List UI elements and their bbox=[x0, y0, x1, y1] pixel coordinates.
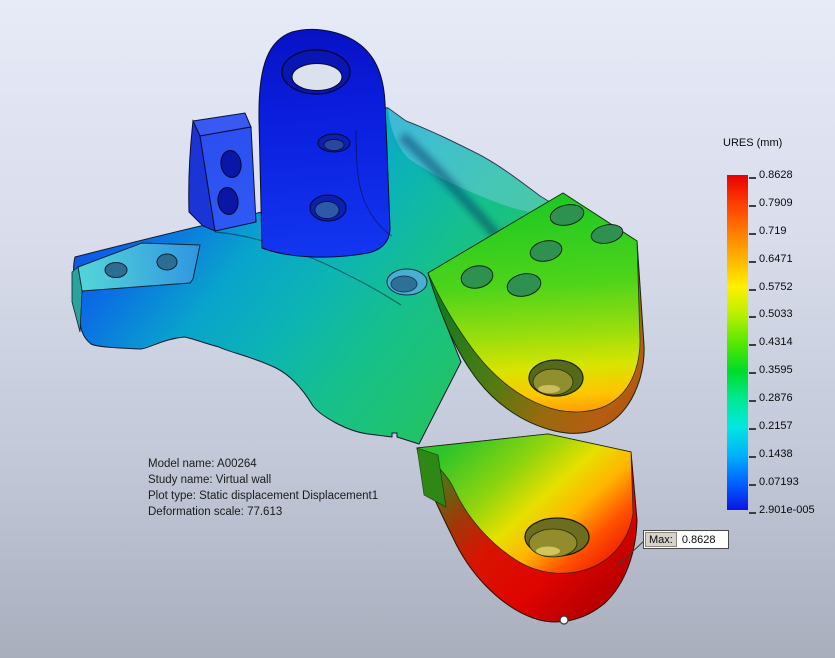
tick-dash-icon bbox=[749, 260, 756, 263]
legend-tick: 0.07193 bbox=[749, 468, 829, 496]
model-info-line: Study name: Virtual wall bbox=[148, 474, 272, 486]
tick-dash-icon bbox=[749, 483, 756, 486]
left-arm-end-face bbox=[71, 266, 83, 333]
legend-tick: 0.719 bbox=[749, 217, 829, 245]
legend-tick: 0.4314 bbox=[749, 328, 829, 356]
legend-tick-label: 0.07193 bbox=[759, 475, 799, 488]
legend-tick: 0.8628 bbox=[749, 161, 829, 189]
plate-hole bbox=[549, 204, 585, 226]
lower-lug-counterbore-highlight bbox=[536, 546, 560, 556]
legend-tick-label: 0.5752 bbox=[759, 280, 793, 293]
model-info-line: Plot type: Static displacement Displacem… bbox=[148, 490, 379, 502]
legend-tick-label: 0.1438 bbox=[759, 448, 793, 461]
fixture-block-front-face bbox=[199, 126, 257, 232]
fixture-block-left-face bbox=[188, 119, 216, 232]
legend-tick: 2.901e-005 bbox=[749, 496, 829, 524]
plate-hole bbox=[506, 273, 542, 297]
fixture-block-slot bbox=[217, 187, 239, 215]
max-callout-label: Max: bbox=[645, 532, 677, 547]
legend-tick-label: 0.6471 bbox=[759, 252, 793, 265]
legend-tick-label: 0.4314 bbox=[759, 336, 793, 349]
model-left-arm[interactable] bbox=[71, 242, 201, 333]
legend-tick-label: 0.5033 bbox=[759, 308, 793, 321]
legend-title: URES (mm) bbox=[723, 137, 783, 149]
left-arm-hole bbox=[104, 262, 128, 278]
body-crease bbox=[214, 231, 402, 306]
legend-tick-label: 0.719 bbox=[759, 224, 787, 237]
legend-tick-label: 0.2876 bbox=[759, 392, 793, 405]
tick-dash-icon bbox=[749, 400, 756, 403]
legend-tick: 0.1438 bbox=[749, 440, 829, 468]
max-point-marker bbox=[559, 615, 569, 625]
model-info: Model name: A00264 Study name: Virtual wa… bbox=[148, 456, 378, 520]
plate-counterbore-highlight bbox=[538, 385, 560, 393]
model-info-line: Model name: A00264 bbox=[148, 458, 257, 470]
model-upper-plate[interactable] bbox=[427, 192, 645, 434]
legend-tick: 0.5033 bbox=[749, 301, 829, 329]
tick-dash-icon bbox=[749, 204, 756, 207]
lug-small-hole bbox=[314, 201, 340, 219]
tick-dash-icon bbox=[749, 456, 756, 459]
model-info-line: Deformation scale: 77.613 bbox=[148, 506, 283, 518]
lug-bore-hole bbox=[291, 63, 343, 91]
legend-tick: 0.6471 bbox=[749, 245, 829, 273]
upper-plate-top-face bbox=[427, 192, 641, 413]
max-callout-value: 0.8628 bbox=[681, 533, 716, 546]
legend-color-bar bbox=[727, 175, 748, 510]
tick-dash-icon bbox=[749, 176, 756, 179]
tick-dash-icon bbox=[749, 316, 756, 319]
body-top-chamfer bbox=[388, 108, 553, 213]
body-counterbore-hole bbox=[390, 275, 418, 293]
tick-dash-icon bbox=[749, 428, 756, 431]
tick-dash-icon bbox=[749, 511, 756, 514]
legend-tick: 0.2157 bbox=[749, 412, 829, 440]
max-leader-line bbox=[617, 539, 646, 566]
legend-tick: 0.3595 bbox=[749, 356, 829, 384]
tick-dash-icon bbox=[749, 232, 756, 235]
plate-hole bbox=[529, 240, 563, 262]
legend-tick-list: 0.8628 0.7909 0.719 0.6471 0.5752 0.5033… bbox=[749, 161, 829, 524]
legend-tick: 0.5752 bbox=[749, 273, 829, 301]
plate-hole bbox=[590, 224, 624, 244]
fixture-block-slot bbox=[220, 150, 242, 178]
model-top-lug[interactable] bbox=[258, 28, 393, 258]
max-callout[interactable]: Max: 0.8628 bbox=[643, 530, 729, 549]
legend-tick-label: 2.901e-005 bbox=[759, 503, 815, 516]
tick-dash-icon bbox=[749, 344, 756, 347]
legend-tick-label: 0.8628 bbox=[759, 168, 793, 181]
model-fixture-block[interactable] bbox=[188, 112, 257, 232]
lug-crease bbox=[355, 129, 393, 237]
model-lower-lug[interactable] bbox=[416, 433, 638, 623]
tick-dash-icon bbox=[749, 372, 756, 375]
left-arm-hole bbox=[156, 253, 178, 271]
legend-tick: 0.2876 bbox=[749, 384, 829, 412]
legend-tick-label: 0.7909 bbox=[759, 196, 793, 209]
legend-tick-label: 0.3595 bbox=[759, 364, 793, 377]
lug-small-hole bbox=[323, 139, 345, 151]
legend-tick-label: 0.2157 bbox=[759, 420, 793, 433]
legend-tick: 0.7909 bbox=[749, 189, 829, 217]
tick-dash-icon bbox=[749, 288, 756, 291]
lower-lug-left-face bbox=[416, 447, 447, 508]
plate-hole bbox=[460, 265, 494, 289]
